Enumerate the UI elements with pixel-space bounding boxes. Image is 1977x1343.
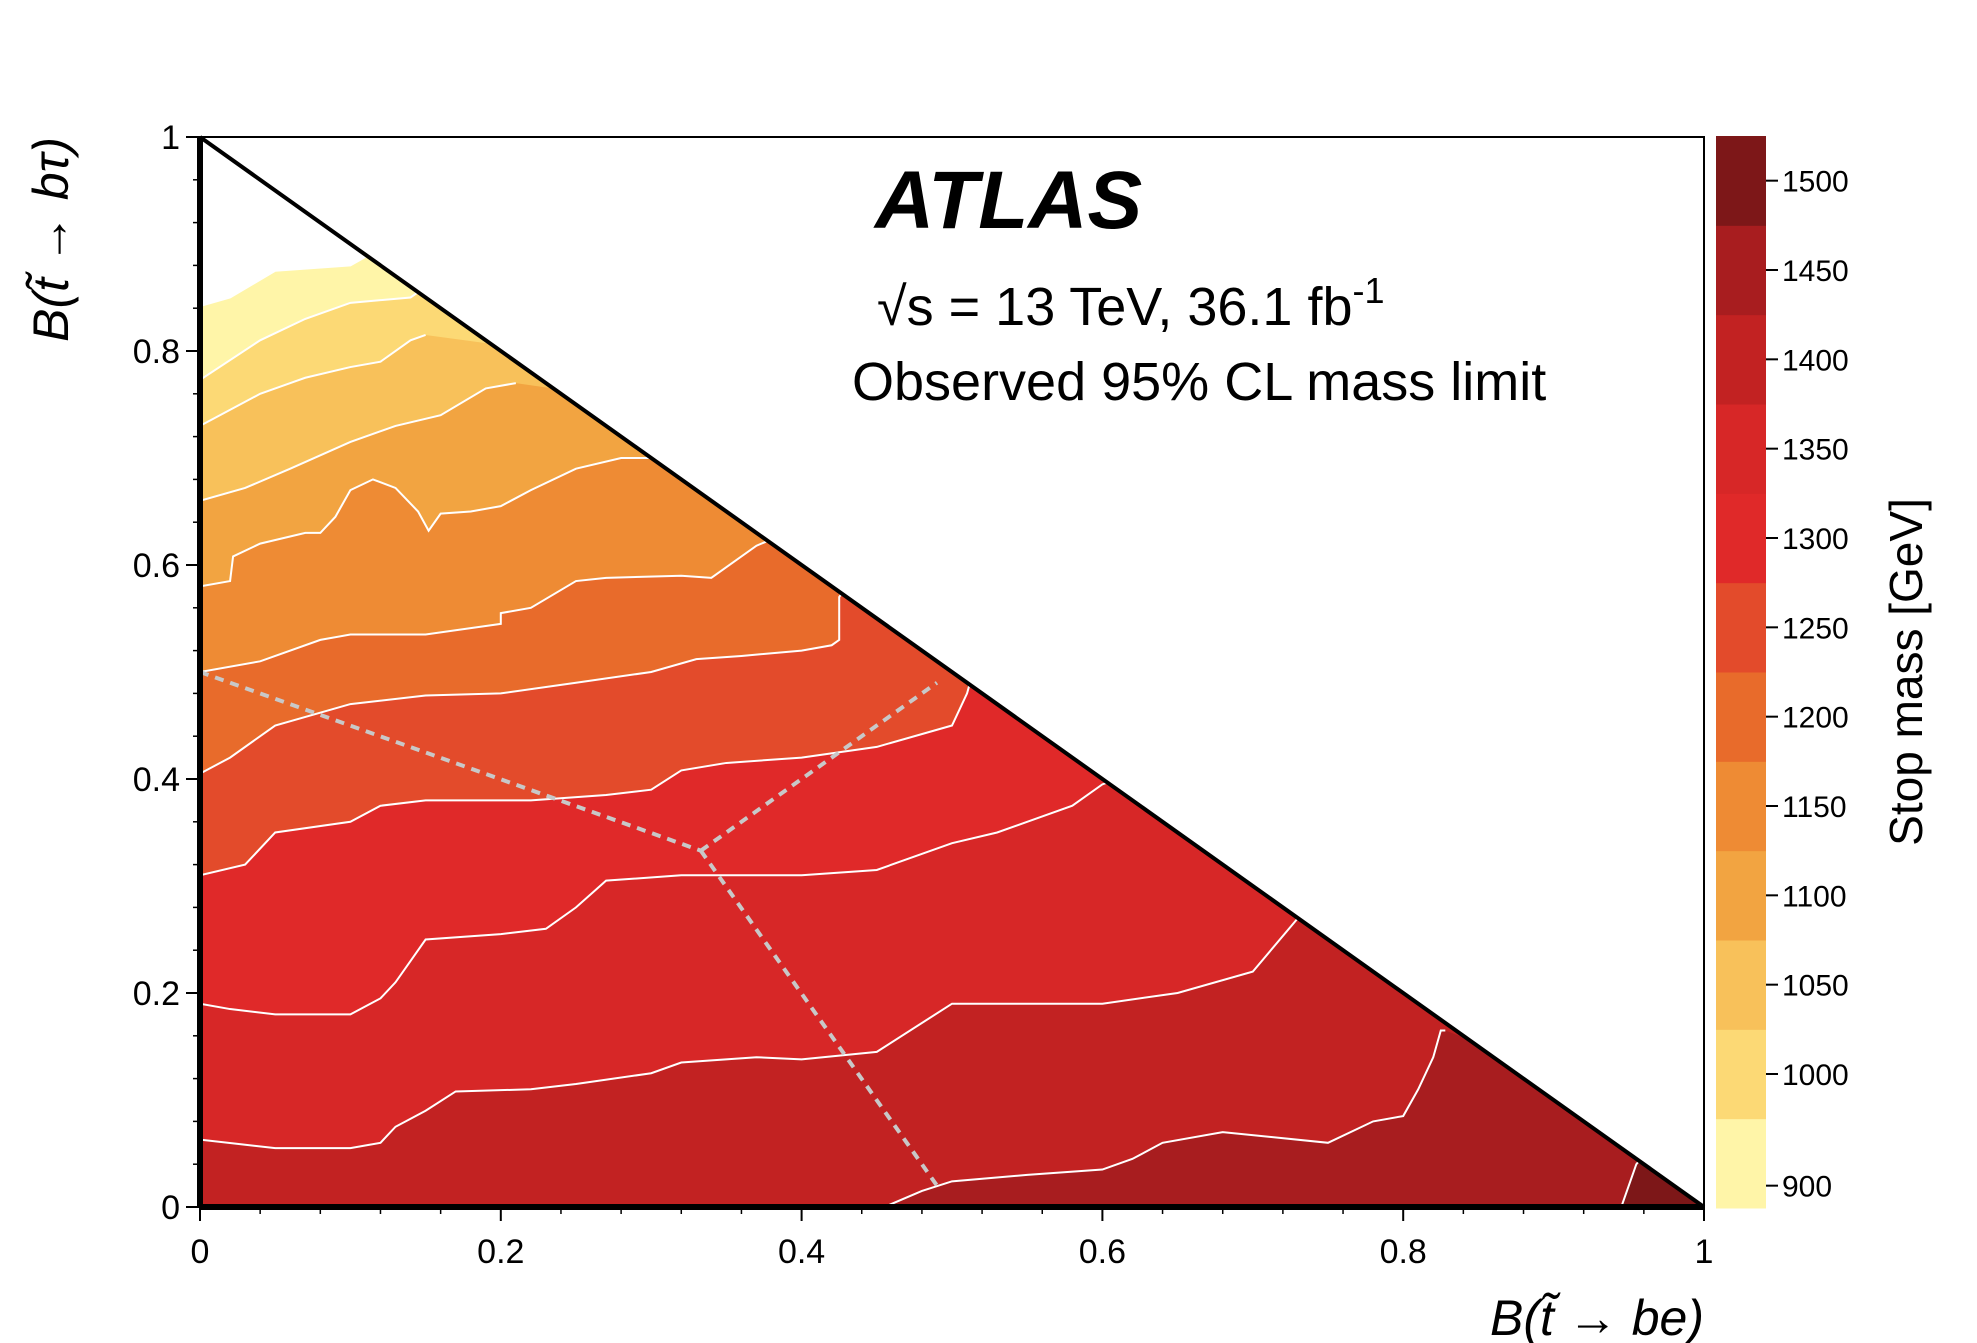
x-axis: 0 0.2 0.4 0.6 0.8 1 [191,1207,1714,1271]
y-tick-label: 1 [161,119,180,157]
colorbar-tick-label: 1450 [1782,255,1849,288]
colorbar-band-1325 [1716,404,1766,494]
dashed-line-1 [699,681,939,853]
y-tick-label: 0.6 [133,547,180,585]
dashed-line-2 [699,849,939,1187]
contour-line-1450 [883,1029,1446,1207]
x-tick-label: 0.4 [778,1233,825,1271]
colorbar-tick-label: 900 [1782,1171,1832,1204]
colorbar-tick-label: 1050 [1782,970,1849,1003]
y-axis: 0 0.2 0.4 0.6 0.8 1 [133,119,200,1227]
contour-line-1200 [200,531,787,673]
contour-line-1050 [200,334,426,427]
x-tick-label: 1 [1695,1233,1714,1271]
contour-line-1300 [200,682,972,877]
diagonal-boundary [198,135,1706,1209]
colorbar-band-1125 [1716,761,1766,852]
colorbar-tick-label: 1400 [1782,344,1849,377]
colorbar-tick-label: 1250 [1782,612,1849,645]
colorbar-tick-label: 1100 [1782,880,1847,913]
colorbar-band-975 [1716,1029,1766,1120]
region-fill-above-range [200,137,381,307]
contour-line-layer [200,255,1642,1207]
energy-lumi-label: √s = 13 TeV, 36.1 fb-1 [877,270,1385,337]
x-tick-label: 0 [191,1233,210,1271]
colorbar-band-1025 [1716,940,1766,1030]
colorbar-tick-label: 1500 [1782,166,1849,199]
colorbar-band-1075 [1716,850,1766,941]
x-tick-label: 0.6 [1079,1233,1126,1271]
dashed-line-0 [199,670,702,853]
contour-line-1250 [200,585,848,775]
contour-line-1400 [200,917,1299,1150]
colorbar-band-1375 [1716,314,1766,405]
colorbar-tick-label: 1300 [1782,523,1849,556]
y-tick-label: 0 [161,1189,180,1227]
contour-line-1150 [200,457,652,588]
contour-line-900 [200,255,366,308]
x-tick-label: 0.8 [1380,1233,1427,1271]
dashed-line-layer [199,670,939,1187]
contour-line-1000 [200,291,419,381]
y-axis-title: B(t̃ → bτ) [23,137,79,342]
colorbar-title: Stop mass [GeV] [1880,498,1932,846]
contour-line-1100 [200,382,517,502]
colorbar-tick-label: 1000 [1782,1059,1849,1092]
colorbar-band-1175 [1716,672,1766,762]
y-tick-label: 0.8 [133,333,180,371]
colorbar-tick-label: 1350 [1782,434,1849,467]
colorbar-band-1275 [1716,493,1766,584]
region-fill-1450 [884,1030,1704,1207]
colorbar-band-1225 [1716,582,1766,673]
colorbar-band-1425 [1716,225,1766,316]
colorbar: 900 1000 1050 1100 1150 1200 1250 1300 1350 1400 1… [1716,136,1849,1209]
colorbar-band-1475 [1716,136,1766,226]
energy-lumi-sup: -1 [1353,270,1385,311]
y-tick-label: 0.4 [133,761,180,799]
atlas-label: ATLAS [873,155,1142,246]
y-tick-label: 0.2 [133,975,180,1013]
contour-line-1350 [200,772,1133,1016]
colorbar-band-875 [1716,1118,1766,1209]
x-tick-label: 0.2 [477,1233,524,1271]
colorbar-tick-label: 1200 [1782,702,1849,735]
limit-label: Observed 95% CL mass limit [852,352,1546,412]
x-axis-title: B(t̃ → be) [1490,1290,1704,1343]
energy-lumi-text: √s = 13 TeV, 36.1 fb [877,277,1353,337]
colorbar-tick-label: 1150 [1782,791,1847,824]
